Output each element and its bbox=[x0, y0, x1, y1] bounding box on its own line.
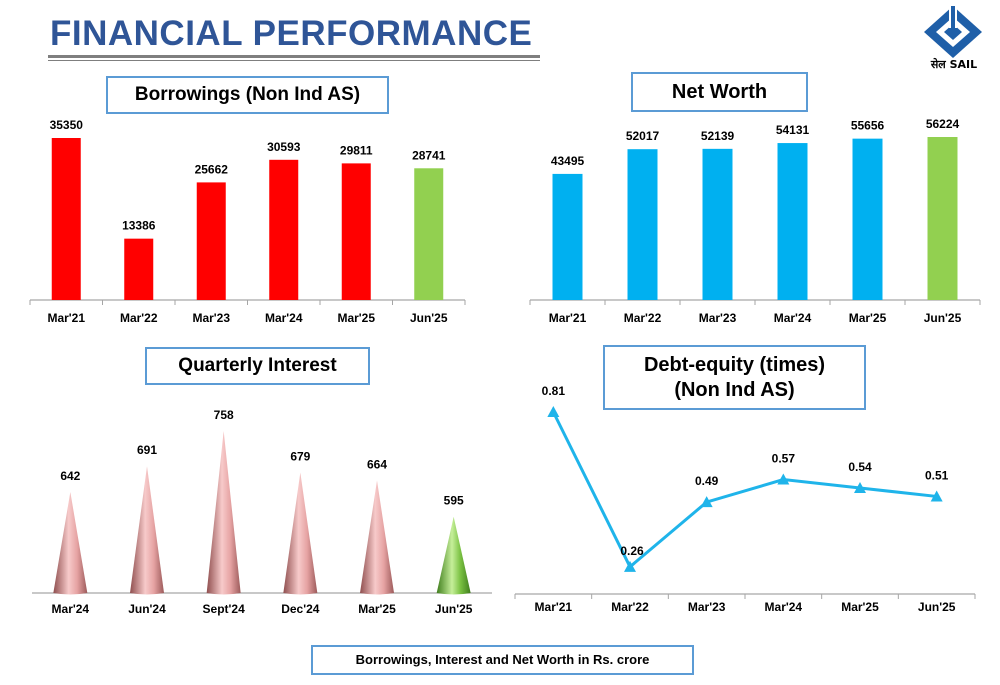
x-tick-label: Mar'25 bbox=[841, 600, 879, 614]
bar bbox=[927, 137, 958, 300]
triangle-marker bbox=[930, 490, 943, 502]
bar bbox=[269, 159, 299, 300]
x-tick-label: Mar'21 bbox=[549, 311, 587, 325]
sail-logo-icon bbox=[924, 6, 982, 58]
cone-bar bbox=[360, 480, 394, 595]
page-title: FINANCIAL PERFORMANCE bbox=[50, 14, 533, 53]
series-line bbox=[551, 411, 937, 570]
data-label: 43495 bbox=[551, 154, 585, 168]
title-underline-thin bbox=[48, 60, 540, 61]
data-label: 55656 bbox=[851, 119, 885, 133]
x-tick-label: Mar'23 bbox=[688, 600, 726, 614]
data-label: 28741 bbox=[412, 148, 446, 162]
x-tick-label: Mar'25 bbox=[849, 311, 887, 325]
x-tick-label: Mar'22 bbox=[624, 311, 662, 325]
x-tick-label: Mar'25 bbox=[358, 602, 396, 616]
x-tick-label: Jun'25 bbox=[924, 311, 962, 325]
cone-bar bbox=[283, 472, 318, 595]
data-label: 52139 bbox=[701, 129, 735, 143]
bar bbox=[414, 168, 444, 300]
bar bbox=[341, 163, 371, 300]
borrowings-chart-title: Borrowings (Non Ind AS) bbox=[106, 76, 389, 114]
x-tick-label: Mar'21 bbox=[535, 600, 573, 614]
data-label: 56224 bbox=[926, 117, 960, 131]
cone-bar bbox=[206, 431, 241, 595]
data-label: 0.81 bbox=[542, 384, 566, 398]
x-tick-label: Mar'24 bbox=[765, 600, 803, 614]
data-label: 29811 bbox=[340, 143, 373, 157]
x-tick-label: Jun'25 bbox=[435, 602, 473, 616]
data-label: 30593 bbox=[267, 140, 301, 154]
bar bbox=[702, 148, 733, 300]
data-label: 52017 bbox=[626, 129, 660, 143]
x-tick-label: Mar'21 bbox=[47, 311, 85, 325]
x-tick-label: Mar'23 bbox=[192, 311, 230, 325]
cone-bar bbox=[130, 466, 164, 595]
bar bbox=[552, 173, 583, 300]
triangle-marker bbox=[547, 406, 560, 417]
data-label: 0.54 bbox=[848, 460, 872, 474]
cone-bar bbox=[53, 492, 88, 595]
bar bbox=[852, 138, 883, 300]
triangle-marker bbox=[854, 482, 866, 493]
x-tick-label: Mar'22 bbox=[611, 600, 649, 614]
bar bbox=[777, 143, 808, 300]
x-tick-label: Mar'24 bbox=[52, 602, 90, 616]
x-tick-label: Jun'25 bbox=[918, 600, 956, 614]
x-tick-label: Mar'24 bbox=[774, 311, 812, 325]
data-label: 0.49 bbox=[695, 474, 719, 488]
title-underline bbox=[48, 55, 540, 58]
data-label: 664 bbox=[367, 457, 387, 471]
cone-bar bbox=[436, 516, 471, 595]
triangle-marker bbox=[624, 560, 636, 572]
x-tick-label: Mar'23 bbox=[699, 311, 737, 325]
networth-chart-title: Net Worth bbox=[631, 72, 808, 112]
bar bbox=[124, 238, 154, 300]
debt-equity-title-line2: (Non Ind AS) bbox=[674, 378, 795, 401]
data-label: 679 bbox=[290, 450, 310, 464]
data-label: 595 bbox=[444, 494, 464, 508]
data-label: 35350 bbox=[50, 118, 84, 132]
x-tick-label: Sept'24 bbox=[203, 602, 246, 616]
x-tick-label: Mar'22 bbox=[120, 311, 158, 325]
bar bbox=[51, 138, 81, 300]
bar bbox=[196, 182, 226, 300]
units-footnote: Borrowings, Interest and Net Worth in Rs… bbox=[311, 645, 694, 675]
data-label: 691 bbox=[137, 443, 157, 457]
bar bbox=[627, 149, 658, 300]
triangle-marker bbox=[700, 496, 713, 508]
data-label: 0.57 bbox=[772, 452, 796, 466]
data-label: 642 bbox=[60, 469, 80, 483]
x-tick-label: Dec'24 bbox=[281, 602, 320, 616]
data-label: 13386 bbox=[122, 219, 156, 233]
data-label: 25662 bbox=[195, 162, 229, 176]
triangle-marker bbox=[777, 473, 790, 485]
debt-equity-title-line1: Debt-equity (times) bbox=[643, 353, 826, 376]
logo-text: सेल SAIL bbox=[930, 58, 978, 71]
data-label: 758 bbox=[214, 408, 234, 422]
x-tick-label: Jun'24 bbox=[128, 602, 166, 616]
interest-chart-title: Quarterly Interest bbox=[145, 347, 370, 385]
data-label: 54131 bbox=[776, 123, 810, 137]
x-tick-label: Mar'24 bbox=[265, 311, 303, 325]
data-label: 0.51 bbox=[925, 468, 949, 482]
debt-equity-chart-title: Debt-equity (times) (Non Ind AS) bbox=[603, 345, 866, 410]
x-tick-label: Mar'25 bbox=[337, 311, 375, 325]
data-label: 0.26 bbox=[620, 544, 644, 558]
x-tick-label: Jun'25 bbox=[410, 311, 448, 325]
